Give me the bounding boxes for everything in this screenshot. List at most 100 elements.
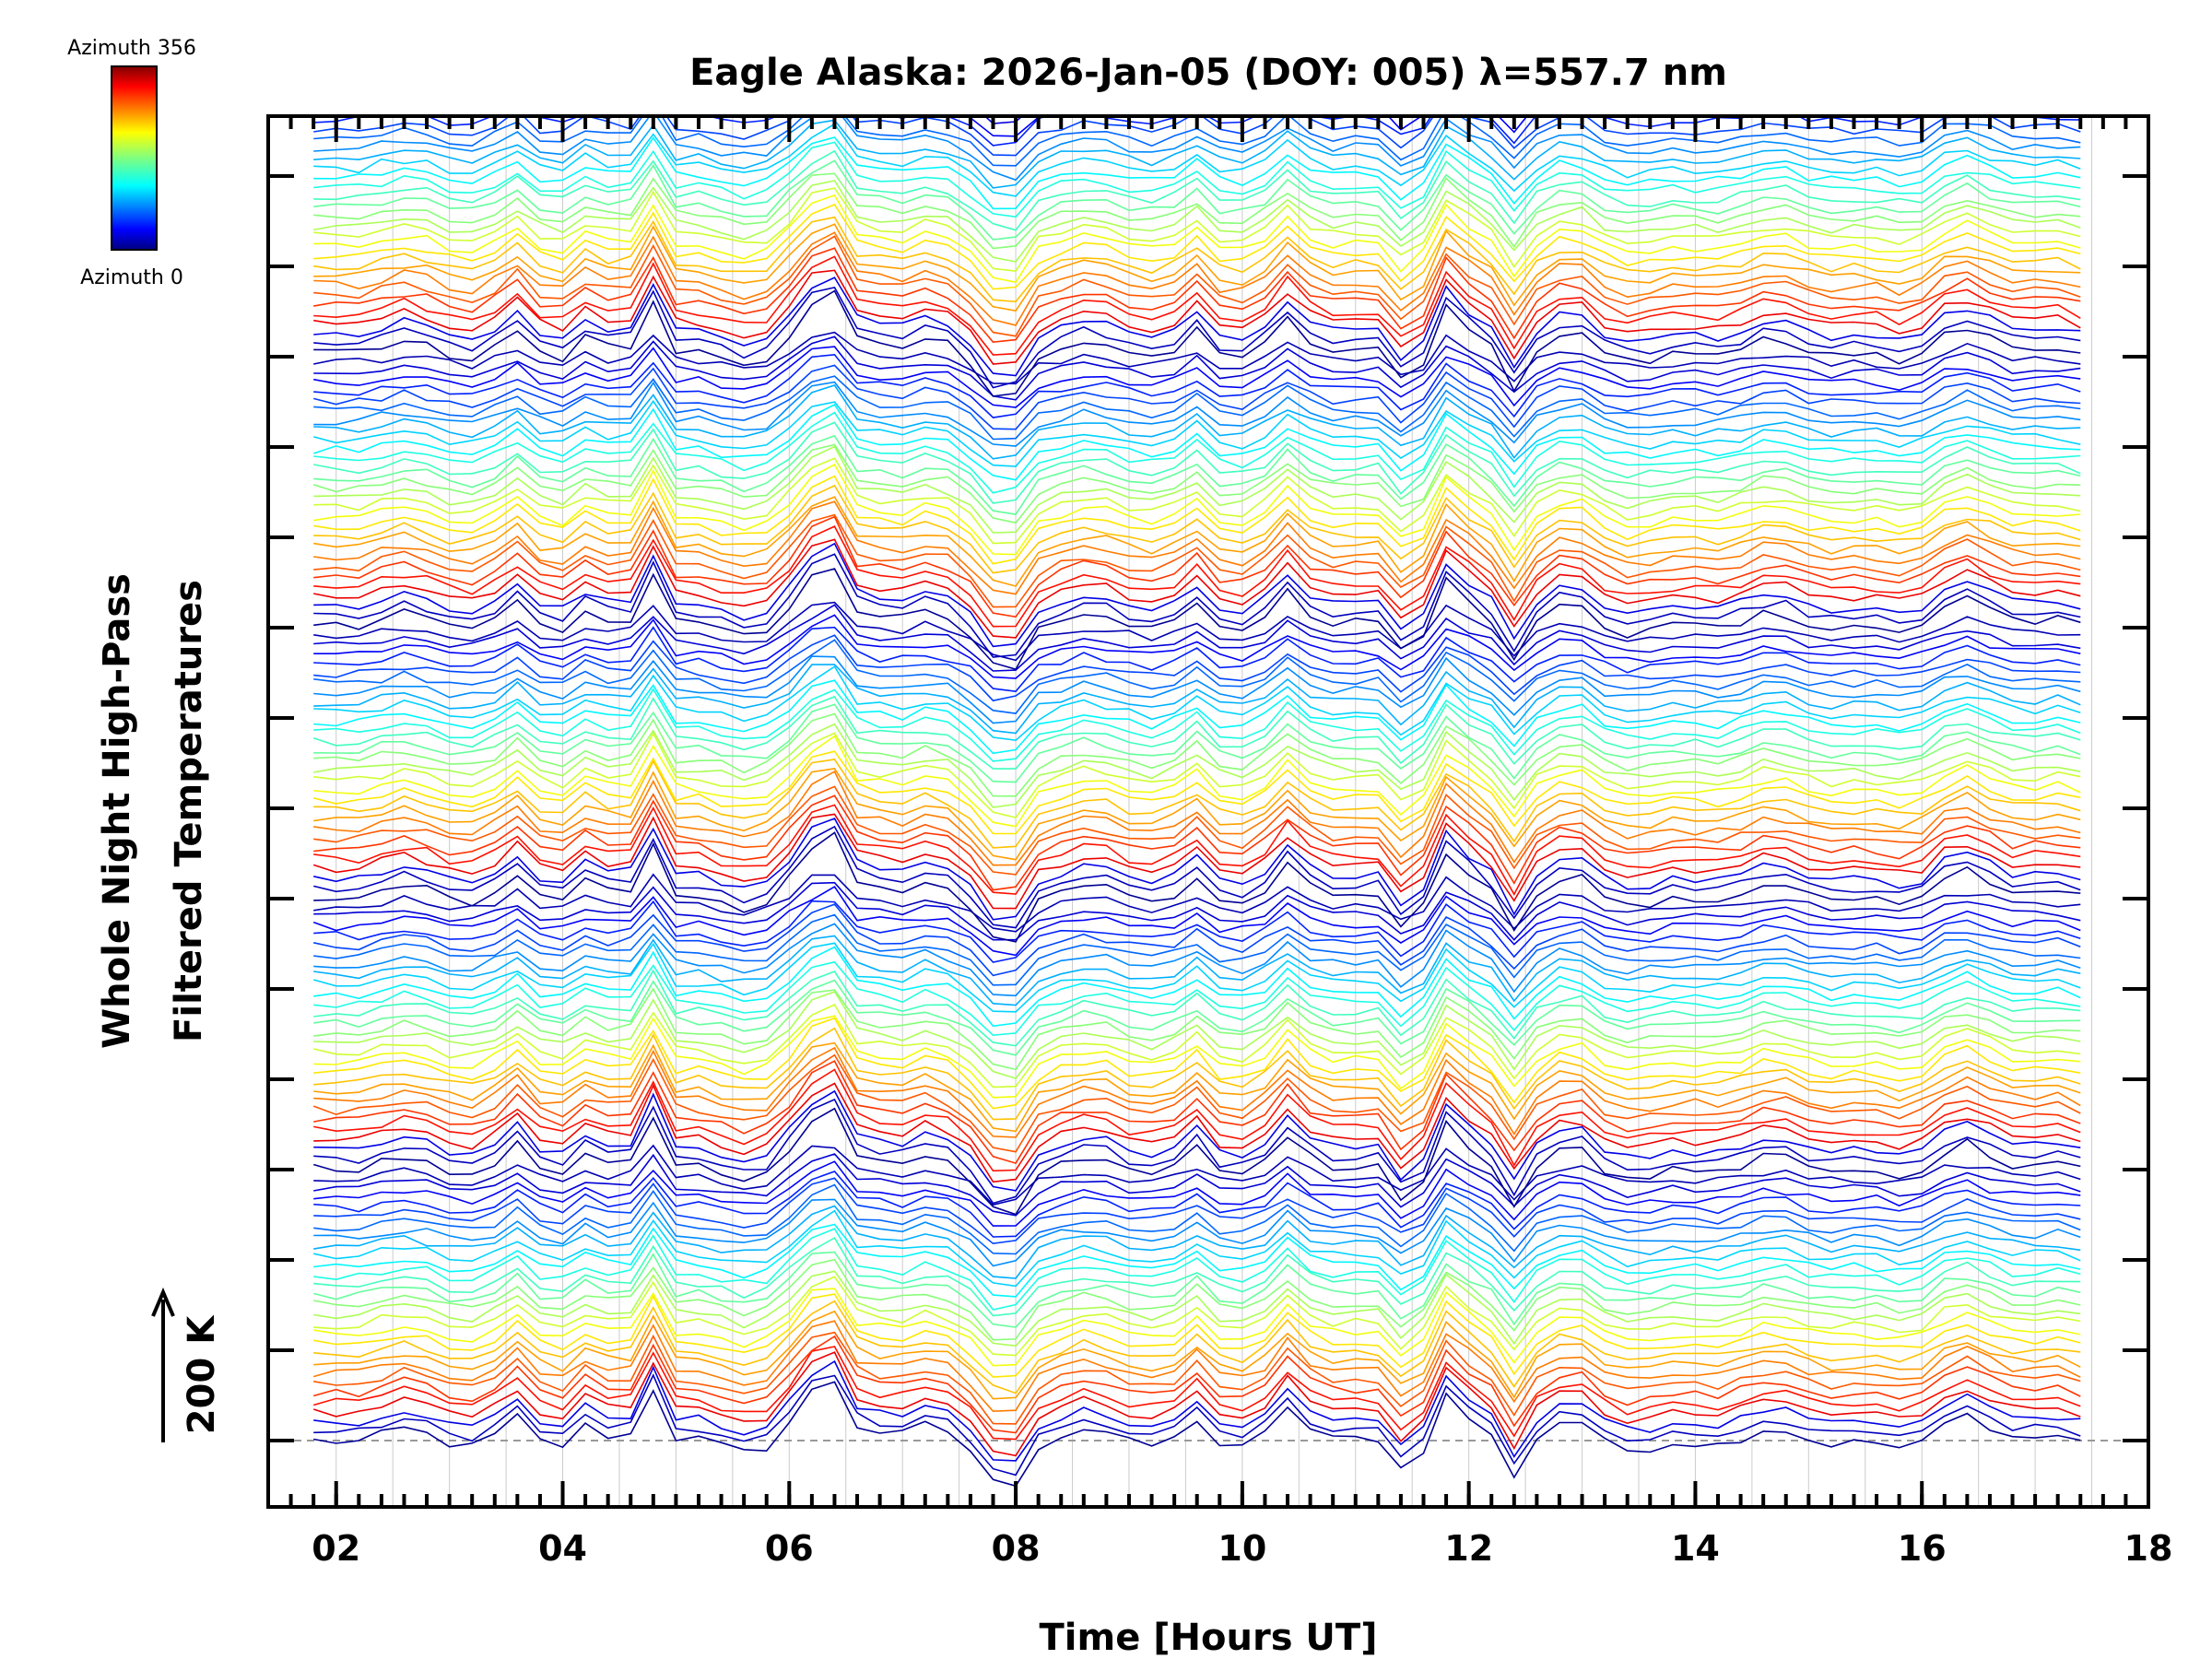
temperature-series-line — [313, 375, 2081, 441]
temperature-series-line — [313, 159, 2081, 241]
temperature-series-line — [313, 513, 2081, 608]
temperature-series-line — [313, 1251, 2081, 1328]
colorbar-top-label: Azimuth 356 — [67, 37, 196, 60]
scale-indicator: 200 K — [151, 1287, 223, 1442]
temperature-series-line — [313, 538, 2081, 639]
temperature-series-line — [313, 1381, 2081, 1488]
temperature-series-line — [312, 886, 2081, 957]
temperature-series-line — [312, 942, 2081, 1013]
temperature-series-line — [313, 203, 2081, 290]
temperature-series-line — [313, 723, 2081, 808]
temperature-series-line — [313, 634, 2081, 702]
temperature-series-line — [312, 1335, 2081, 1434]
temperature-series-line — [313, 381, 2081, 447]
temperature-series-line — [313, 464, 2081, 556]
temperature-series-line — [313, 1153, 2081, 1217]
temperature-series-line — [313, 1089, 2081, 1192]
temperature-series-line — [313, 768, 2081, 861]
temperature-series-line — [313, 187, 2081, 272]
temperature-series-line — [313, 614, 2081, 679]
temperature-series-line — [312, 1351, 2081, 1457]
temperature-series-line — [313, 269, 2081, 365]
temperature-series-line — [313, 873, 2081, 933]
temperature-series-line — [313, 1293, 2081, 1378]
temperature-series-line — [313, 141, 2081, 218]
chart-title: Eagle Alaska: 2026-Jan-05 (DOY: 005) λ=5… — [689, 52, 1727, 94]
temperature-series-line — [313, 364, 2081, 430]
temperature-series-line — [313, 900, 2081, 963]
temperature-series-line — [313, 1160, 2081, 1227]
temperature-series-line — [313, 1098, 2081, 1205]
temperature-series-line — [313, 286, 2081, 389]
temperature-series-line — [313, 1331, 2081, 1425]
temperature-series-line — [313, 1270, 2081, 1347]
temperature-series-line — [313, 1228, 2081, 1311]
temperature-series-line — [313, 346, 2081, 408]
temperature-series-line — [313, 475, 2081, 565]
temperature-series-line — [313, 1171, 2081, 1238]
temperature-series-line — [313, 411, 2081, 494]
temperature-series-line — [313, 804, 2081, 896]
x-tick-labels: 02 04 06 08 10 12 14 16 18 — [312, 1528, 2172, 1569]
temperature-series-line — [313, 525, 2081, 628]
temperature-series-line — [313, 1223, 2081, 1298]
temperature-series-line — [313, 231, 2081, 326]
y-axis-label-line1: Whole Night High-Pass — [96, 573, 138, 1049]
temperature-series-line — [313, 991, 2081, 1080]
temperature-series-line — [313, 223, 2081, 312]
temperature-series-line — [313, 1288, 2081, 1367]
colorbar-gradient — [111, 65, 158, 251]
temperature-series-line — [312, 695, 2081, 770]
temperature-series-line — [313, 626, 2081, 693]
temperature-series-line — [313, 1276, 2081, 1357]
temperature-series-line — [313, 750, 2081, 835]
temperature-series-line — [313, 712, 2081, 797]
temperature-series-line — [313, 1183, 2081, 1255]
temperature-series-line — [312, 813, 2081, 910]
temperature-series-line — [313, 794, 2081, 891]
temperature-series-line — [313, 946, 2081, 1028]
temperature-series-line — [313, 1177, 2081, 1245]
temperature-series-line — [312, 1320, 2081, 1413]
temperature-series-line — [313, 639, 2081, 714]
temperature-series-line — [313, 434, 2081, 515]
temperature-series-line — [312, 403, 2081, 481]
temperature-series-line — [313, 568, 2081, 671]
temperature-series-line — [313, 331, 2081, 385]
temperature-series-line — [313, 1198, 2081, 1267]
temperature-series-line — [313, 903, 2081, 977]
temperature-series-line — [313, 180, 2081, 263]
temperature-series-line — [313, 116, 2081, 167]
temperature-series-line — [313, 818, 2081, 921]
temperature-series-line — [313, 1258, 2081, 1341]
temperature-series-line — [312, 1053, 2081, 1153]
colorbar-bottom-label: Azimuth 0 — [80, 266, 183, 289]
temperature-series-line — [313, 601, 2081, 662]
plot-frame — [266, 114, 2150, 1509]
temperature-series-line — [313, 979, 2081, 1056]
temperature-series-line — [313, 276, 2081, 377]
temperature-series-line — [313, 785, 2081, 876]
temperature-series-line — [313, 1041, 2081, 1133]
temperature-series-line — [313, 655, 2081, 724]
y-axis-label-line2: Filtered Temperatures — [168, 580, 210, 1042]
temperature-series-line — [313, 123, 2081, 197]
temperature-series-line — [313, 1300, 2081, 1394]
x-tick-label: 04 — [538, 1528, 587, 1569]
temperature-series-line — [313, 1082, 2081, 1183]
temperature-series-line — [313, 515, 2081, 618]
temperature-series-line — [313, 335, 2081, 401]
temperature-series-line — [313, 1027, 2081, 1121]
temperature-series-line — [313, 665, 2081, 742]
temperature-series-line — [313, 759, 2081, 849]
temperature-series-line — [313, 1237, 2081, 1317]
temperature-series-line — [313, 1046, 2081, 1138]
temperature-series-line — [313, 353, 2081, 418]
temperature-series-line — [313, 604, 2081, 672]
temperature-series-line — [313, 969, 2081, 1047]
temperature-series-line — [313, 1060, 2081, 1165]
axis-ticks — [268, 116, 2150, 1507]
temperature-series-line — [313, 732, 2081, 819]
x-tick-label: 16 — [1898, 1528, 1947, 1569]
